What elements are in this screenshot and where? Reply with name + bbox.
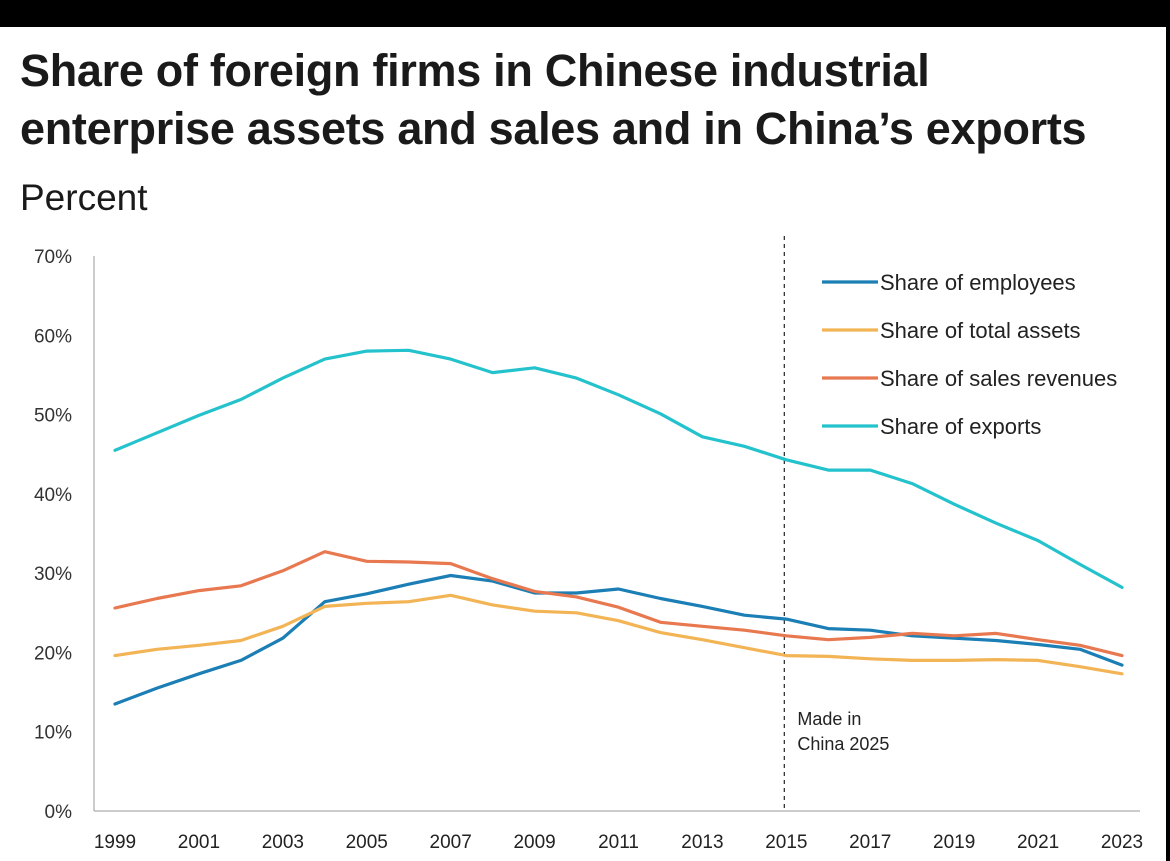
x-tick-label: 2021 <box>1017 832 1059 853</box>
y-tick-label: 0% <box>45 802 73 823</box>
made-in-china-2025-annotation: Made in China 2025 <box>783 236 889 811</box>
annotation-label-line2: China 2025 <box>797 734 889 754</box>
x-tick-label: 2013 <box>681 832 723 853</box>
x-tick-label: 2005 <box>346 832 388 853</box>
axes <box>93 256 1140 812</box>
y-axis-ticks: 0% 10% 20% 30% 40% 50% 60% 70% <box>34 247 72 823</box>
x-axis-ticks: 1999 2001 2003 2005 2007 2009 2011 2013 2015 2017… <box>94 832 1143 853</box>
series-line-share-of-total-assets <box>113 593 1124 676</box>
y-tick-label: 60% <box>34 326 72 347</box>
x-tick-label: 2009 <box>513 832 555 853</box>
legend: Share of employees Share of total assets S… <box>822 270 1117 439</box>
x-tick-label: 2001 <box>178 832 220 853</box>
legend-label-share-of-exports: Share of exports <box>880 414 1041 439</box>
x-tick-label: 2015 <box>765 832 807 853</box>
chart-title: Share of foreign firms in Chinese indust… <box>20 45 1087 154</box>
y-tick-label: 70% <box>34 247 72 268</box>
y-tick-label: 50% <box>34 406 72 427</box>
x-tick-label: 2019 <box>933 832 975 853</box>
x-tick-label: 2023 <box>1101 832 1143 853</box>
right-edge-bar <box>1166 27 1170 861</box>
x-tick-label: 2007 <box>430 832 472 853</box>
x-tick-label: 2003 <box>262 832 304 853</box>
legend-label-share-of-employees: Share of employees <box>880 270 1076 295</box>
top-bar <box>0 0 1170 27</box>
y-tick-label: 20% <box>34 643 72 664</box>
legend-label-share-of-total-assets: Share of total assets <box>880 318 1081 343</box>
annotation-label-line1: Made in <box>797 709 861 729</box>
y-tick-label: 30% <box>34 564 72 585</box>
series-line-share-of-employees <box>113 573 1124 706</box>
series-line-share-of-sales-revenues <box>113 550 1124 658</box>
y-tick-label: 40% <box>34 485 72 506</box>
legend-label-share-of-sales-revenues: Share of sales revenues <box>880 366 1117 391</box>
x-tick-label: 1999 <box>94 832 136 853</box>
series-line-share-of-exports <box>113 348 1124 590</box>
y-tick-label: 10% <box>34 723 72 744</box>
x-tick-label: 2017 <box>849 832 891 853</box>
line-chart: 0% 10% 20% 30% 40% 50% 60% 70% 1999 2001 2003 2005… <box>34 236 1143 853</box>
series-lines <box>113 348 1124 706</box>
chart-subtitle: Percent <box>20 177 148 218</box>
x-tick-label: 2011 <box>598 832 639 853</box>
